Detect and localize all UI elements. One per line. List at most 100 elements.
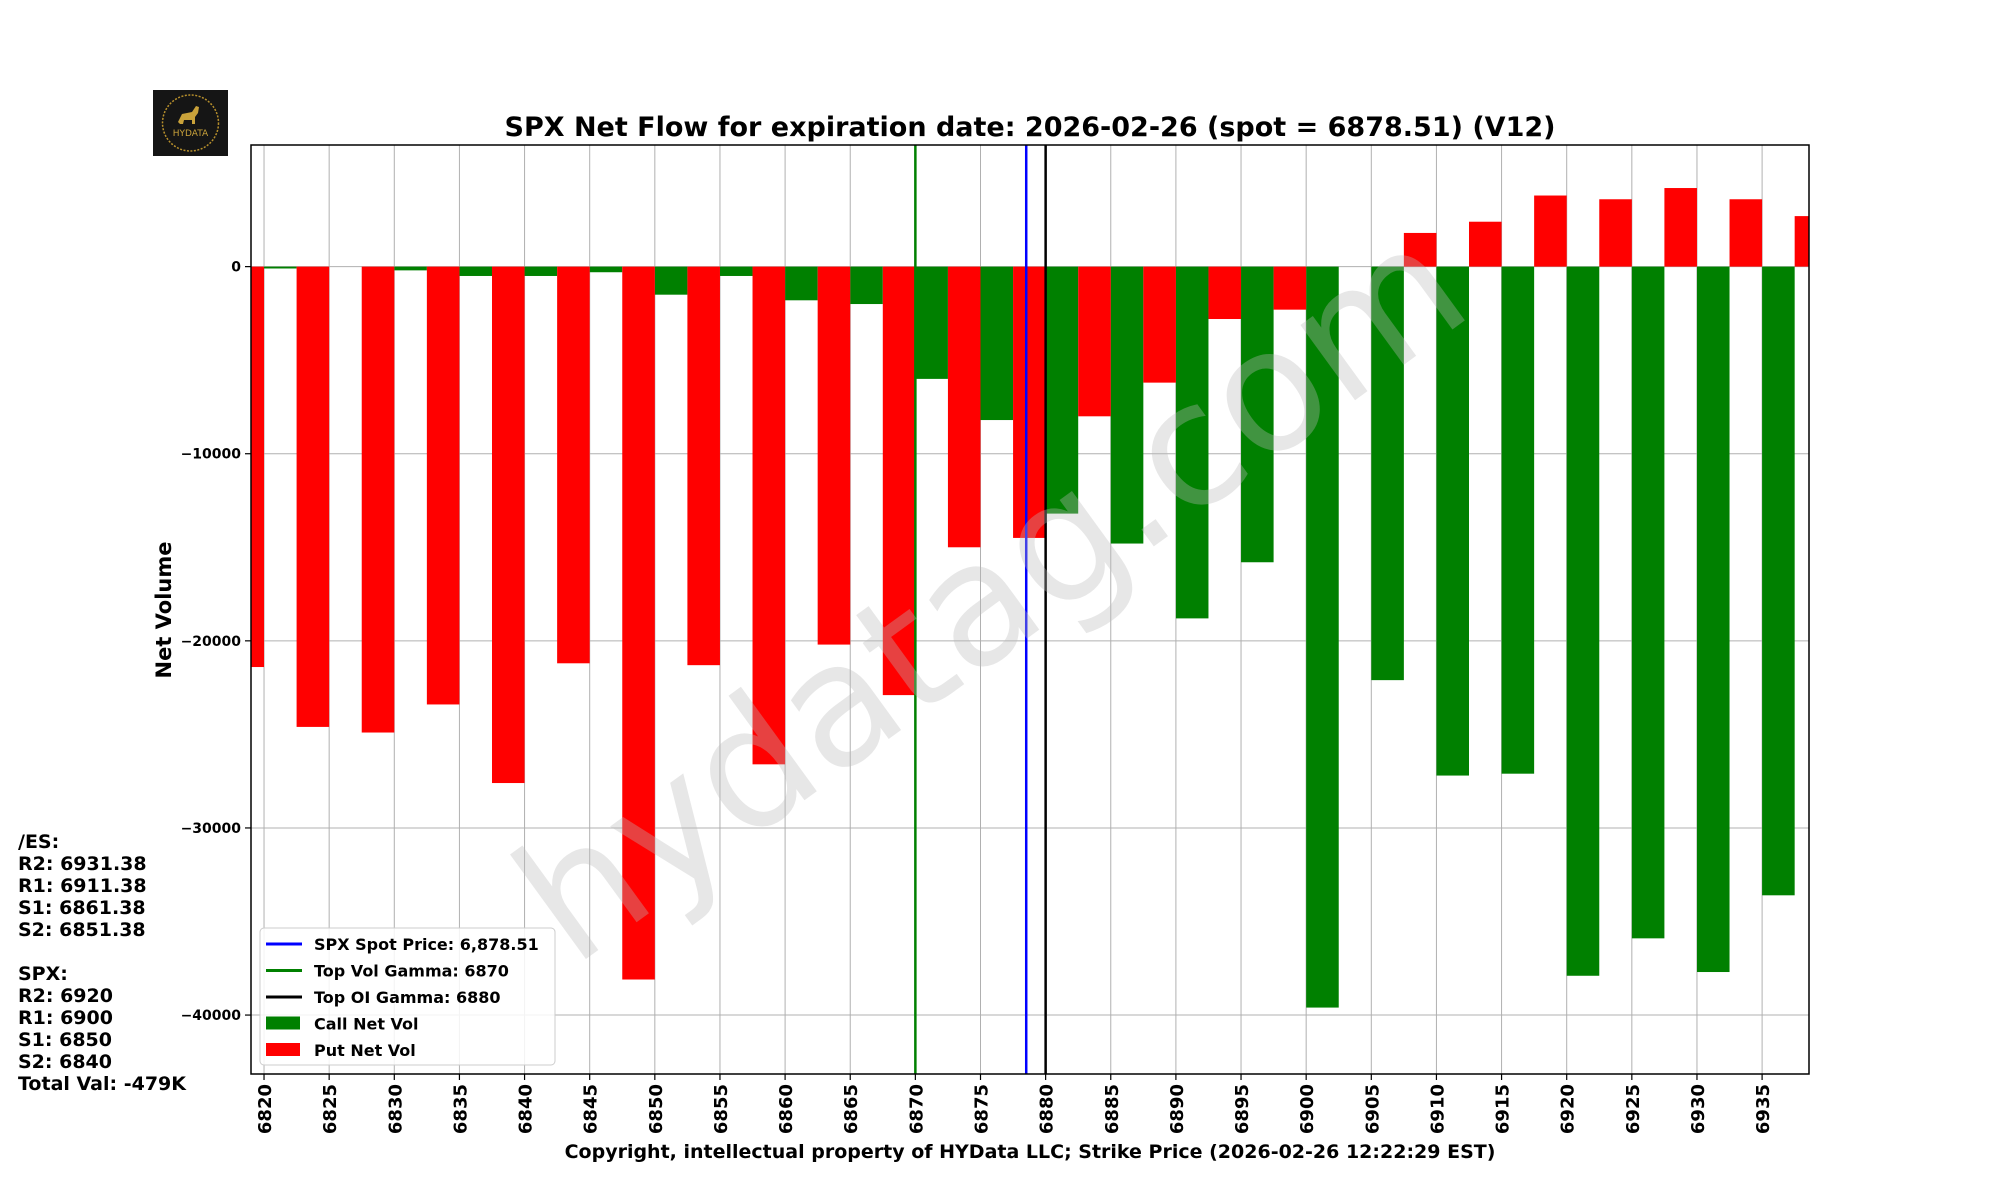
x-tick-label: 6855 [711,1084,732,1134]
spx-level: R1: 6900 [18,1007,113,1029]
put-bar-6935 [1729,199,1763,267]
put-bar-6860 [752,266,786,765]
call-bar-6885 [1110,266,1144,544]
spx-level: R2: 6920 [18,985,113,1007]
legend: SPX Spot Price: 6,878.51 Top Vol Gamma: 6… [259,927,556,1066]
x-tick-label: 6915 [1493,1084,1514,1134]
y-tick-label: −40000 [181,1008,242,1024]
put-bar-6925 [1599,199,1632,267]
plot-frame [250,144,1810,1075]
reference-lines [914,145,1047,1074]
es-header: /ES: [18,831,59,853]
call-bar-6880 [1045,266,1079,514]
put-bar-6920 [1534,195,1567,267]
x-tick-label: 6875 [971,1084,992,1134]
y-tick-label: 0 [231,260,241,276]
put-bar-6930 [1664,188,1697,267]
put-bar-6900 [1273,266,1307,310]
call-bar-6915 [1501,266,1535,774]
x-tick-label: 6860 [776,1084,797,1134]
x-tick-label: 6835 [450,1084,471,1134]
x-tick-label: 6930 [1688,1084,1709,1134]
legend-label: Call Net Vol [314,1015,419,1034]
legend-label: Top OI Gamma: 6880 [314,988,501,1007]
put-bar-6825 [296,266,330,727]
spx-level: S1: 6850 [18,1029,112,1051]
y-tick-label: −10000 [181,447,242,463]
call-bar-6930 [1696,266,1730,973]
put-bar-6870 [882,266,916,696]
x-tick-label: 6870 [906,1084,927,1134]
y-tick-label: −20000 [181,634,242,650]
call-bar-6830 [394,266,427,271]
legend-patch-swatch [266,1043,300,1056]
x-tick-label: 6910 [1427,1084,1448,1134]
call-bar-6925 [1631,266,1665,939]
x-tick-label: 6925 [1623,1084,1644,1134]
call-bar-6845 [589,266,623,273]
put-bar-6840 [491,266,525,784]
put-bar-6895 [1208,266,1242,320]
put-bar-6910 [1403,232,1437,267]
put-bar-6940 [1794,216,1809,267]
total-value: Total Val: -479K [18,1073,187,1095]
put-bar-6885 [1078,266,1111,417]
put-bar-6820 [251,266,265,668]
logo-text: HYDATA [173,129,209,139]
es-level: R1: 6911.38 [18,875,147,897]
call-bar-6855 [719,266,753,276]
call-bar-6890 [1175,266,1209,619]
x-tick-label: 6840 [516,1084,537,1134]
es-level: R2: 6931.38 [18,853,147,875]
legend-label: Put Net Vol [314,1041,416,1060]
call-bar-6920 [1566,266,1600,976]
call-bar-6860 [785,266,818,301]
call-bar-6875 [980,266,1014,421]
x-tick-label: 6895 [1232,1084,1253,1134]
x-tick-label: 6920 [1558,1084,1579,1134]
call-bar-6840 [524,266,558,276]
x-tick-label: 6865 [841,1084,862,1134]
x-tick-label: 6935 [1753,1084,1774,1134]
x-tick-label: 6890 [1167,1084,1188,1134]
put-bar-6850 [622,266,655,980]
es-level: S2: 6851.38 [18,919,146,941]
call-bar-6820 [264,266,297,269]
call-bar-6870 [915,266,948,379]
call-bar-6835 [459,266,492,276]
put-bar-6855 [687,266,720,666]
put-bar-6915 [1469,221,1502,267]
y-axis-label: Net Volume [152,542,176,679]
x-tick-label: 6830 [385,1084,406,1134]
logo: HYDATA [153,90,228,156]
put-bar-6865 [817,266,851,645]
legend-label: Top Vol Gamma: 6870 [314,962,509,981]
levels-panel: /ES: R2: 6931.38 R1: 6911.38 S1: 6861.38… [18,831,187,1095]
y-axis: 0 −10000 −20000 −30000 −40000 [181,260,251,1024]
x-tick-label: 6820 [255,1084,276,1134]
x-tick-label: 6900 [1297,1084,1318,1134]
put-bar-6890 [1143,266,1176,383]
put-bar-6830 [361,266,395,733]
x-tick-label: 6845 [581,1084,602,1134]
call-bar-6865 [850,266,883,305]
spx-header: SPX: [18,963,68,985]
x-tick-label: 6905 [1362,1084,1383,1134]
x-tick-label: 6885 [1102,1084,1123,1134]
put-bar-6880 [1013,266,1046,538]
x-axis: 6820 6825 6830 6835 6840 6845 6850 6855 6860 6865… [255,1074,1774,1134]
call-bar-6910 [1436,266,1470,776]
y-tick-label: −30000 [181,821,242,837]
es-level: S1: 6861.38 [18,897,146,919]
call-bar-6850 [654,266,688,295]
put-bar-6835 [426,266,460,705]
legend-label: SPX Spot Price: 6,878.51 [314,935,539,954]
x-tick-label: 6880 [1037,1084,1058,1134]
x-axis-label: Copyright, intellectual property of HYDa… [565,1141,1496,1163]
put-bar-6875 [947,266,981,548]
call-bar-6900 [1306,266,1339,1008]
x-tick-label: 6850 [646,1084,667,1134]
x-tick-label: 6825 [320,1084,341,1134]
chart-title: SPX Net Flow for expiration date: 2026-0… [505,112,1556,143]
call-bar-6895 [1241,266,1274,563]
